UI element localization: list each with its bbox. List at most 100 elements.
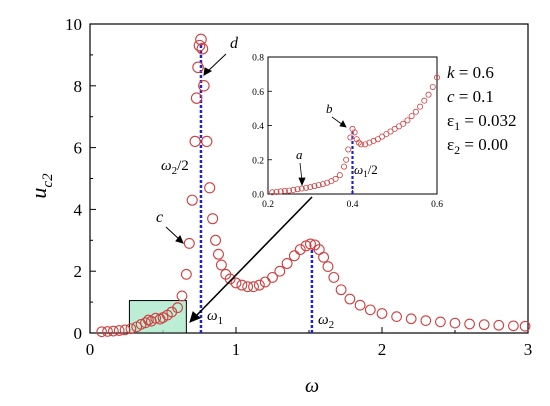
data-point — [180, 268, 192, 280]
data-point — [364, 304, 376, 316]
data-point — [108, 325, 119, 337]
data-point — [344, 293, 356, 305]
data-point — [215, 259, 227, 271]
data-point — [253, 279, 265, 291]
main-dashed-lines — [199, 43, 314, 333]
data-point — [213, 248, 224, 260]
data-point — [201, 135, 213, 148]
inset-y-tick-label: 0.2 — [252, 156, 264, 166]
inset-y-tick-label: 0.4 — [252, 122, 264, 132]
inset-data-point — [311, 183, 318, 190]
data-point — [354, 299, 366, 311]
data-point — [189, 135, 201, 148]
inset-data-point — [286, 187, 293, 194]
data-point — [294, 244, 306, 256]
inset-data-point — [391, 125, 398, 132]
data-point — [204, 182, 216, 194]
inset-data-point — [294, 186, 301, 193]
inset-data-point — [347, 134, 354, 141]
inset-data-point — [387, 128, 394, 135]
data-point — [322, 261, 334, 273]
data-point — [420, 315, 432, 327]
inset-y-tick-label: 0.8 — [252, 54, 264, 64]
inset-data-point — [383, 131, 390, 138]
inset-annotation-a: a — [296, 147, 303, 162]
data-point — [267, 271, 278, 283]
data-point — [259, 276, 271, 288]
inset-data-point — [343, 156, 350, 163]
data-point — [478, 319, 490, 331]
inset-data-point — [298, 185, 305, 192]
x-tick-label: 3 — [524, 340, 533, 359]
data-point — [125, 323, 137, 335]
data-point — [274, 265, 286, 277]
annotation-c: c — [156, 209, 163, 226]
inset-data-point — [281, 187, 288, 194]
data-point — [493, 319, 505, 331]
inset-data-point — [425, 91, 432, 98]
inset-data-point — [417, 103, 424, 110]
y-tick-label: 4 — [74, 200, 83, 219]
data-point — [281, 258, 293, 269]
annotation-arrows — [165, 53, 313, 323]
y-tick-label: 10 — [65, 15, 82, 34]
inset-chart: 0.2 0.4 0.60.00.20.40.60.8 a b ω1/2 — [252, 54, 443, 211]
y-axis-label: uc2 — [26, 173, 56, 199]
data-point — [172, 302, 183, 314]
data-point — [435, 316, 446, 328]
inset-annotation-half-omega1: ω1/2 — [354, 162, 378, 179]
x-tick-label: 2 — [378, 340, 387, 359]
inset-data-point — [324, 179, 331, 186]
inset-annotation-b: b — [326, 101, 333, 116]
data-point — [186, 194, 198, 206]
param-eps1: ε1 = 0.032 — [447, 111, 516, 133]
inset-x-tick-label: 0.4 — [347, 200, 359, 210]
annotation-omega1: ω1 — [207, 308, 223, 327]
inset-series-markers — [269, 74, 440, 196]
inset-data-point — [412, 108, 419, 115]
inset-data-point — [379, 133, 386, 140]
x-tick-label: 0 — [86, 340, 95, 359]
inset-data-point — [332, 175, 339, 182]
data-point — [328, 271, 340, 283]
main-series-markers — [96, 33, 531, 338]
y-tick-label: 6 — [74, 139, 83, 158]
inset-data-point — [429, 83, 436, 90]
data-point — [376, 308, 388, 319]
data-point — [207, 213, 219, 225]
data-point — [119, 324, 131, 336]
inset-x-tick-label: 0.6 — [431, 200, 443, 210]
data-point — [150, 312, 162, 324]
inset-data-point — [374, 136, 381, 143]
x-axis-label: ω — [305, 375, 319, 397]
y-tick-label: 8 — [74, 77, 83, 96]
param-k: k = 0.6 — [447, 63, 494, 82]
inset-data-point — [290, 186, 297, 193]
data-point — [304, 238, 316, 250]
inset-data-point — [269, 189, 276, 196]
param-c: c = 0.1 — [447, 87, 494, 106]
data-point — [449, 317, 461, 329]
inset-data-point — [351, 129, 358, 136]
inset-data-point — [303, 184, 310, 191]
data-point — [335, 284, 347, 296]
data-point — [248, 281, 259, 293]
data-point — [176, 290, 188, 302]
inset-axis-ticks: 0.2 0.4 0.60.00.20.40.60.8 — [252, 54, 443, 211]
data-point — [391, 311, 402, 322]
inset-data-point — [336, 172, 343, 179]
param-eps2: ε2 = 0.00 — [447, 135, 508, 157]
inset-data-point — [315, 182, 322, 189]
data-point — [140, 317, 151, 329]
data-point — [190, 92, 203, 104]
inset-data-point — [307, 184, 314, 191]
inset-data-point — [273, 188, 280, 195]
data-point — [242, 281, 254, 293]
data-point — [192, 61, 204, 74]
inset-data-point — [433, 74, 440, 81]
data-point — [230, 277, 242, 289]
data-point — [196, 42, 209, 55]
main-axis-ticks: 0 1 2 3 0 2 4 6 8 10 — [65, 15, 532, 359]
data-point — [113, 325, 125, 336]
annotation-omega2: ω2 — [318, 312, 334, 331]
